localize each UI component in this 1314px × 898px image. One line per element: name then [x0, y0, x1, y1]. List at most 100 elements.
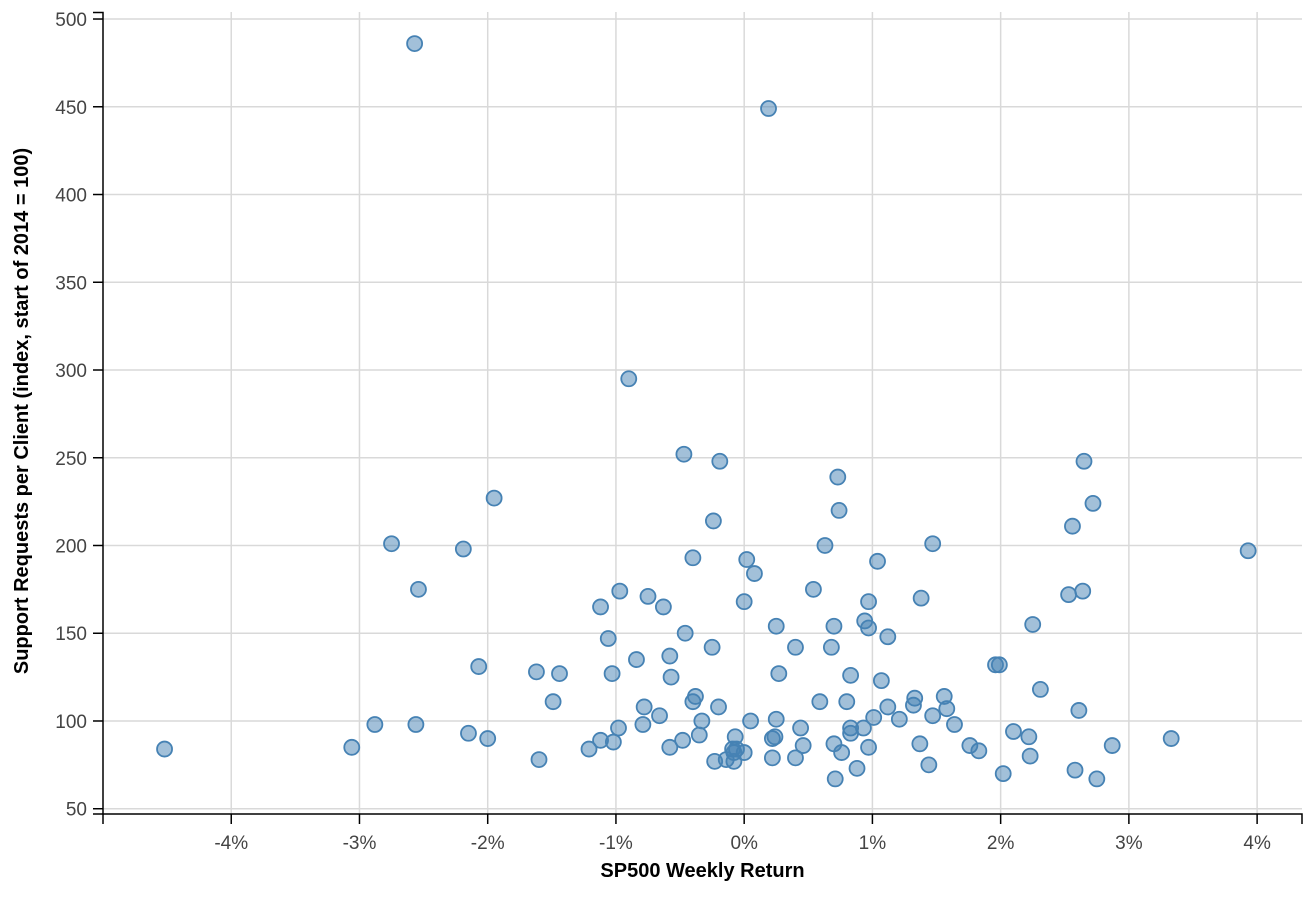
data-point	[869, 552, 886, 570]
data-point	[787, 749, 804, 767]
data-point	[735, 593, 753, 611]
data-point	[592, 598, 609, 616]
x-axis-title: SP500 Weekly Return	[600, 860, 804, 882]
data-point	[661, 738, 679, 756]
data-point	[551, 665, 568, 683]
data-point	[703, 638, 721, 656]
data-point	[946, 716, 963, 733]
data-point	[787, 638, 804, 656]
data-point	[842, 724, 860, 742]
data-point	[711, 452, 729, 470]
data-point	[661, 647, 679, 665]
data-point	[742, 712, 759, 730]
y-tick-label: 350	[55, 273, 87, 294]
data-point	[1162, 730, 1180, 747]
data-point	[746, 565, 763, 582]
data-point	[1075, 452, 1093, 470]
x-tick-label: 0%	[730, 833, 758, 854]
data-point	[693, 712, 711, 730]
y-tick-label: 250	[55, 449, 87, 470]
data-point	[603, 665, 621, 683]
data-point	[635, 698, 653, 716]
data-point	[1060, 586, 1078, 604]
axes: -4% -3% -2% -1% 0% 1% 2% 3% 4% 50 100 150 200 250 300 3…	[55, 10, 1303, 854]
data-point	[662, 668, 680, 686]
data-point	[994, 765, 1012, 783]
data-point	[604, 733, 622, 751]
data-point	[905, 696, 922, 714]
data-point	[865, 709, 883, 726]
y-tick-label: 150	[55, 624, 87, 645]
data-point	[684, 549, 702, 567]
data-point	[1074, 582, 1092, 600]
data-point	[407, 716, 425, 733]
data-point	[830, 501, 848, 519]
data-point	[920, 756, 938, 774]
y-tick-label: 400	[55, 186, 87, 207]
grid-lines	[103, 12, 1302, 814]
y-axis-title: Support Requests per Client (index, star…	[11, 148, 33, 674]
data-point	[366, 716, 384, 733]
x-tick-label: 1%	[859, 833, 887, 854]
data-point	[470, 658, 488, 675]
data-point	[1020, 728, 1038, 746]
y-tick-label: 100	[55, 712, 87, 733]
data-point	[767, 617, 785, 635]
data-point	[794, 737, 812, 754]
data-point	[654, 598, 672, 616]
x-tick-label: 4%	[1243, 833, 1271, 854]
data-point	[690, 726, 708, 744]
data-point	[860, 738, 877, 756]
x-tick-label: -2%	[471, 833, 505, 854]
data-point	[763, 749, 781, 767]
data-point	[767, 710, 785, 728]
data-point	[816, 537, 834, 554]
data-point	[838, 693, 856, 711]
data-point	[639, 587, 657, 605]
data-points	[156, 35, 1257, 788]
y-tick-label: 500	[55, 10, 87, 31]
data-point	[829, 468, 847, 486]
data-point	[620, 370, 638, 388]
data-point	[811, 693, 829, 711]
data-point	[460, 724, 477, 742]
data-point	[1021, 747, 1039, 765]
data-point	[1032, 681, 1049, 698]
data-point	[860, 593, 877, 611]
data-point	[792, 719, 809, 737]
data-point	[634, 716, 652, 733]
data-point	[611, 582, 629, 600]
data-point	[738, 551, 756, 568]
y-tick-label: 50	[66, 800, 87, 821]
data-point	[766, 728, 784, 746]
data-point	[1005, 723, 1022, 740]
data-point	[610, 719, 627, 737]
data-point	[879, 628, 897, 646]
data-point	[528, 663, 545, 681]
data-point	[410, 580, 427, 598]
data-point	[479, 730, 497, 747]
data-point	[628, 651, 645, 668]
data-point	[833, 744, 851, 761]
x-tick-label: -1%	[599, 833, 633, 854]
data-point	[1024, 616, 1042, 633]
data-point	[1084, 494, 1102, 512]
data-point	[760, 100, 777, 117]
y-axis-line	[93, 11, 104, 815]
data-point	[890, 710, 908, 728]
y-tick-label: 300	[55, 361, 87, 382]
data-point	[1070, 702, 1088, 719]
x-tick-label: -3%	[343, 833, 377, 854]
data-point	[805, 580, 822, 598]
data-point	[705, 512, 722, 530]
data-point	[530, 751, 548, 768]
data-point	[924, 707, 942, 725]
data-point	[675, 445, 693, 463]
x-axis-line	[102, 813, 1303, 824]
data-point	[1066, 761, 1084, 779]
data-point	[725, 752, 743, 770]
data-point	[544, 693, 562, 711]
data-point	[383, 535, 400, 553]
data-point	[454, 540, 472, 558]
data-point	[580, 740, 598, 758]
